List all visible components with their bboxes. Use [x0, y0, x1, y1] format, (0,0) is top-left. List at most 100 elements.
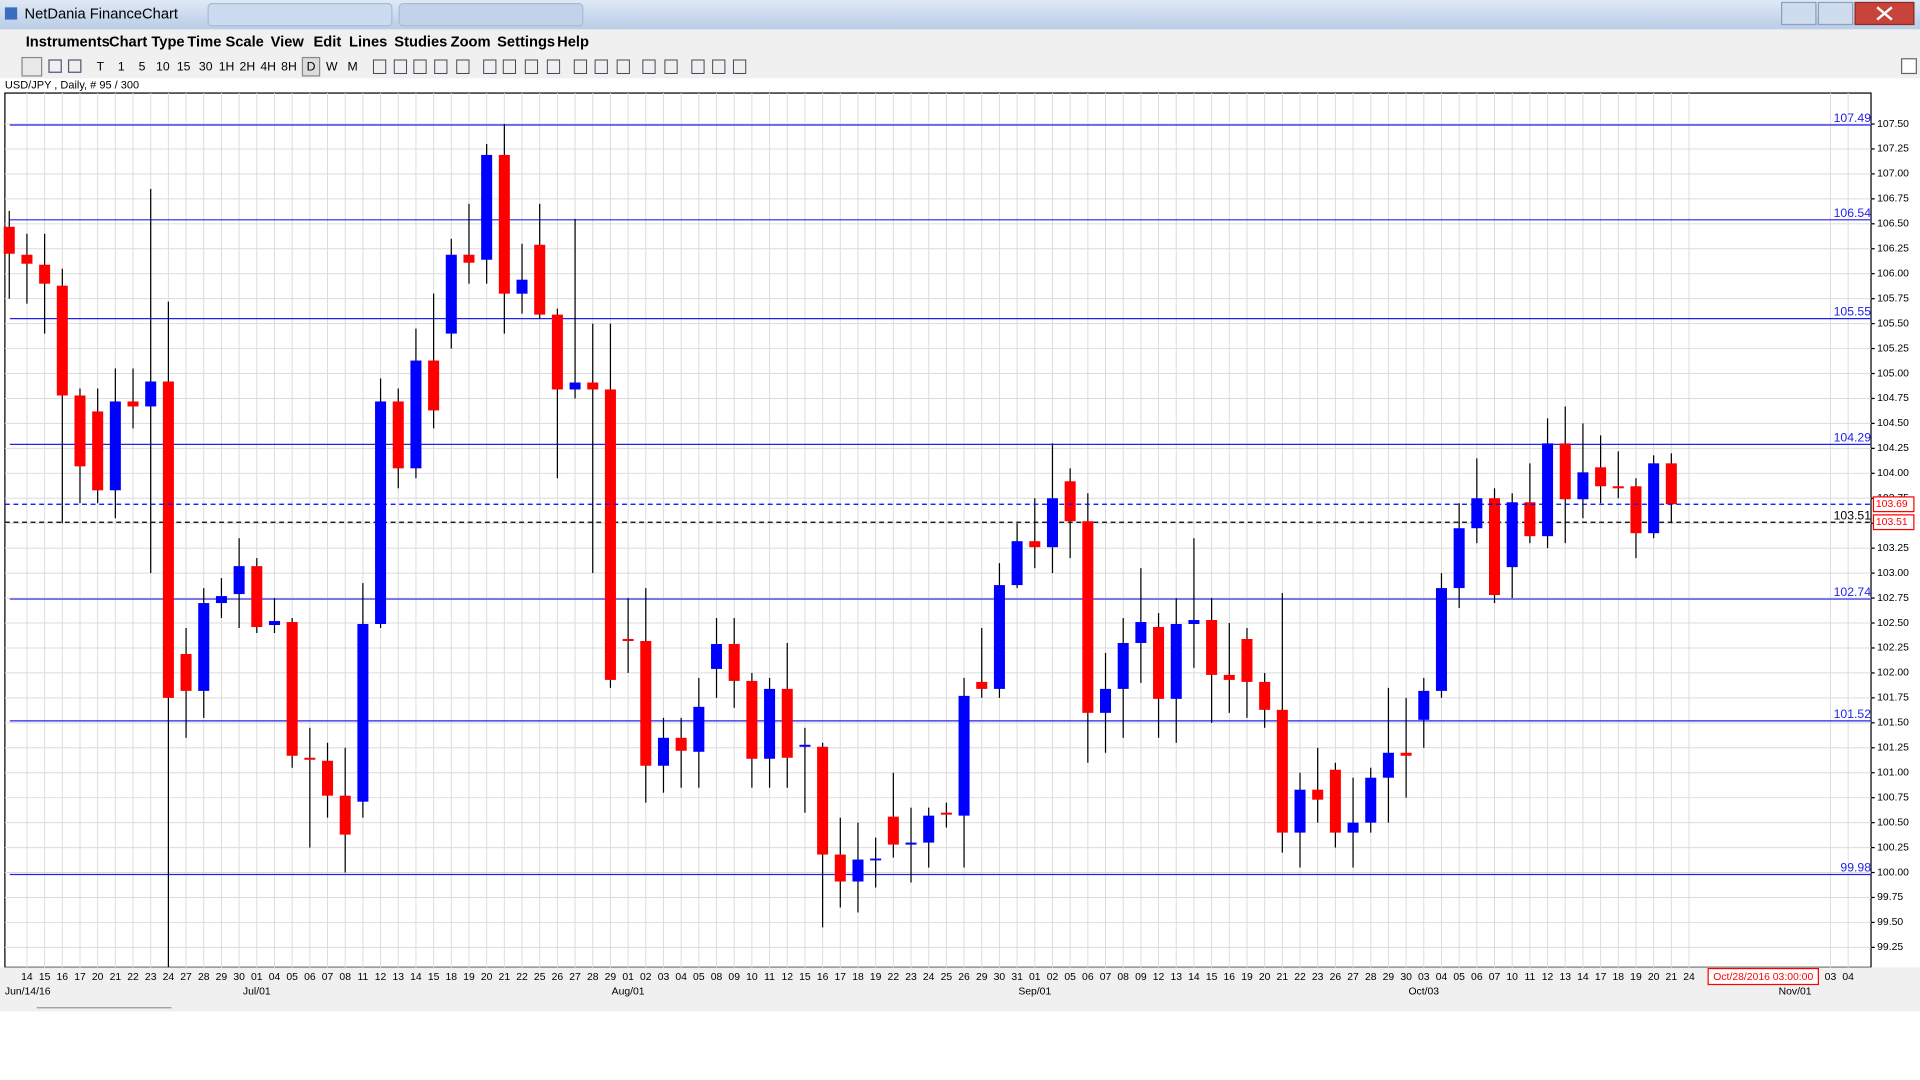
x-tick-label: 10 — [746, 972, 758, 983]
y-tick-label: 103.25 — [1877, 543, 1909, 554]
tool-icon[interactable] — [642, 59, 656, 74]
timeframe-button[interactable]: 2H — [240, 60, 256, 74]
candle-body — [1170, 624, 1182, 699]
x-tick-label: 12 — [781, 972, 793, 983]
candle-body — [923, 815, 935, 843]
y-tick-label: 101.00 — [1877, 767, 1909, 778]
tool-icon[interactable] — [456, 59, 470, 74]
timeframe-button[interactable]: M — [348, 60, 358, 74]
timeframe-button[interactable]: 1 — [118, 60, 125, 74]
timeframe-button[interactable]: 8H — [281, 60, 297, 74]
tool-icon[interactable] — [393, 59, 408, 74]
candle-body — [1294, 789, 1306, 833]
menu-item[interactable]: Help — [557, 35, 589, 51]
tool-icon[interactable] — [48, 59, 62, 73]
tool-icon[interactable] — [413, 59, 427, 74]
panel-button[interactable] — [1901, 58, 1917, 75]
timeframe-button[interactable]: 15 — [177, 60, 191, 74]
tool-icon[interactable] — [573, 59, 588, 74]
candle-body — [640, 640, 652, 766]
timeframe-button[interactable]: W — [326, 60, 338, 74]
candle-body — [587, 382, 599, 390]
candle-body — [604, 389, 616, 680]
x-tick-label: 29 — [605, 972, 617, 983]
menu-item[interactable]: Studies — [394, 35, 447, 51]
x-tick-label: 06 — [1082, 972, 1094, 983]
timeframe-button[interactable]: T — [97, 60, 105, 74]
x-tick-label: 05 — [1064, 972, 1076, 983]
y-tick-label: 106.25 — [1877, 244, 1909, 255]
candle-body — [498, 154, 510, 294]
timeframe-button[interactable]: 5 — [139, 60, 146, 74]
tool-icon[interactable] — [372, 59, 387, 74]
x-tick-label: 28 — [587, 972, 599, 983]
tool-icon[interactable] — [691, 59, 705, 74]
menu-item[interactable]: Zoom — [451, 35, 491, 51]
x-tick-label: 11 — [764, 972, 775, 983]
tool-icon[interactable] — [502, 59, 516, 74]
candle-body — [940, 812, 952, 815]
x-tick-label: 15 — [428, 972, 440, 983]
menu-item[interactable]: Chart Type — [109, 35, 185, 51]
maximize-button[interactable] — [1817, 1, 1854, 26]
pause-button[interactable] — [21, 56, 43, 77]
candle-body — [109, 401, 121, 491]
tool-icon[interactable] — [546, 59, 561, 74]
timeframe-button[interactable]: 30 — [199, 60, 213, 74]
x-tick-label: 16 — [57, 972, 69, 983]
tool-icon[interactable] — [594, 59, 608, 74]
candle-body — [534, 244, 546, 315]
menu-item[interactable]: View — [271, 35, 305, 51]
menu-bar: Instruments Chart Type Time Scale View Edit L… — [26, 35, 589, 51]
candle-body — [92, 411, 104, 491]
tool-icon[interactable] — [732, 59, 747, 74]
x-tick-label: 01 — [622, 972, 634, 983]
tool-icon[interactable] — [712, 59, 726, 74]
candle-body — [1117, 642, 1129, 689]
candle-body — [1029, 541, 1041, 548]
candle-body — [1276, 709, 1288, 833]
minimize-button[interactable] — [1781, 1, 1817, 26]
x-tick-label: 24 — [1683, 972, 1695, 983]
tool-icon[interactable] — [524, 59, 539, 74]
timeframe-button[interactable]: D — [307, 60, 316, 74]
candle-body — [976, 681, 988, 689]
x-tick-label: 04 — [269, 972, 281, 983]
tool-icon[interactable] — [483, 59, 497, 74]
timeframe-button[interactable]: 1H — [219, 60, 235, 74]
menu-item[interactable]: Instruments — [26, 35, 110, 51]
tab[interactable] — [207, 3, 393, 27]
candle-body — [1064, 481, 1076, 522]
x-tick-label: 15 — [1206, 972, 1218, 983]
tool-icon[interactable] — [67, 59, 82, 73]
cursor-time-box — [1707, 967, 1819, 986]
cursor-price-box — [1872, 514, 1915, 531]
menu-item[interactable]: Edit — [313, 35, 341, 51]
x-tick-label: 19 — [1630, 972, 1642, 983]
candle-body — [551, 314, 563, 390]
level-label: 99.98 — [1840, 861, 1871, 875]
y-tick-label: 107.25 — [1877, 144, 1909, 155]
tool-icon[interactable] — [434, 59, 448, 74]
y-tick-label: 106.75 — [1877, 194, 1909, 205]
x-tick-label: 22 — [516, 972, 528, 983]
y-tick-label: 105.50 — [1877, 318, 1909, 329]
y-tick-label: 102.75 — [1877, 593, 1909, 604]
candle-body — [463, 254, 475, 263]
candle-body — [481, 154, 493, 260]
y-tick-label: 101.25 — [1877, 743, 1909, 754]
candle-body — [428, 360, 440, 411]
menu-item[interactable]: Lines — [349, 35, 387, 51]
candle-body — [3, 226, 15, 254]
menu-item[interactable]: Settings — [497, 35, 555, 51]
menu-item[interactable]: Time Scale — [187, 35, 263, 51]
timeframe-button[interactable]: 10 — [156, 60, 170, 74]
candle-body — [198, 603, 210, 691]
timeframe-button[interactable]: 4H — [260, 60, 276, 74]
tab[interactable] — [398, 3, 584, 27]
x-tick-label: 30 — [1400, 972, 1412, 983]
x-tick-label: 14 — [1188, 972, 1200, 983]
tool-icon[interactable] — [664, 59, 678, 74]
tool-icon[interactable] — [616, 59, 630, 74]
